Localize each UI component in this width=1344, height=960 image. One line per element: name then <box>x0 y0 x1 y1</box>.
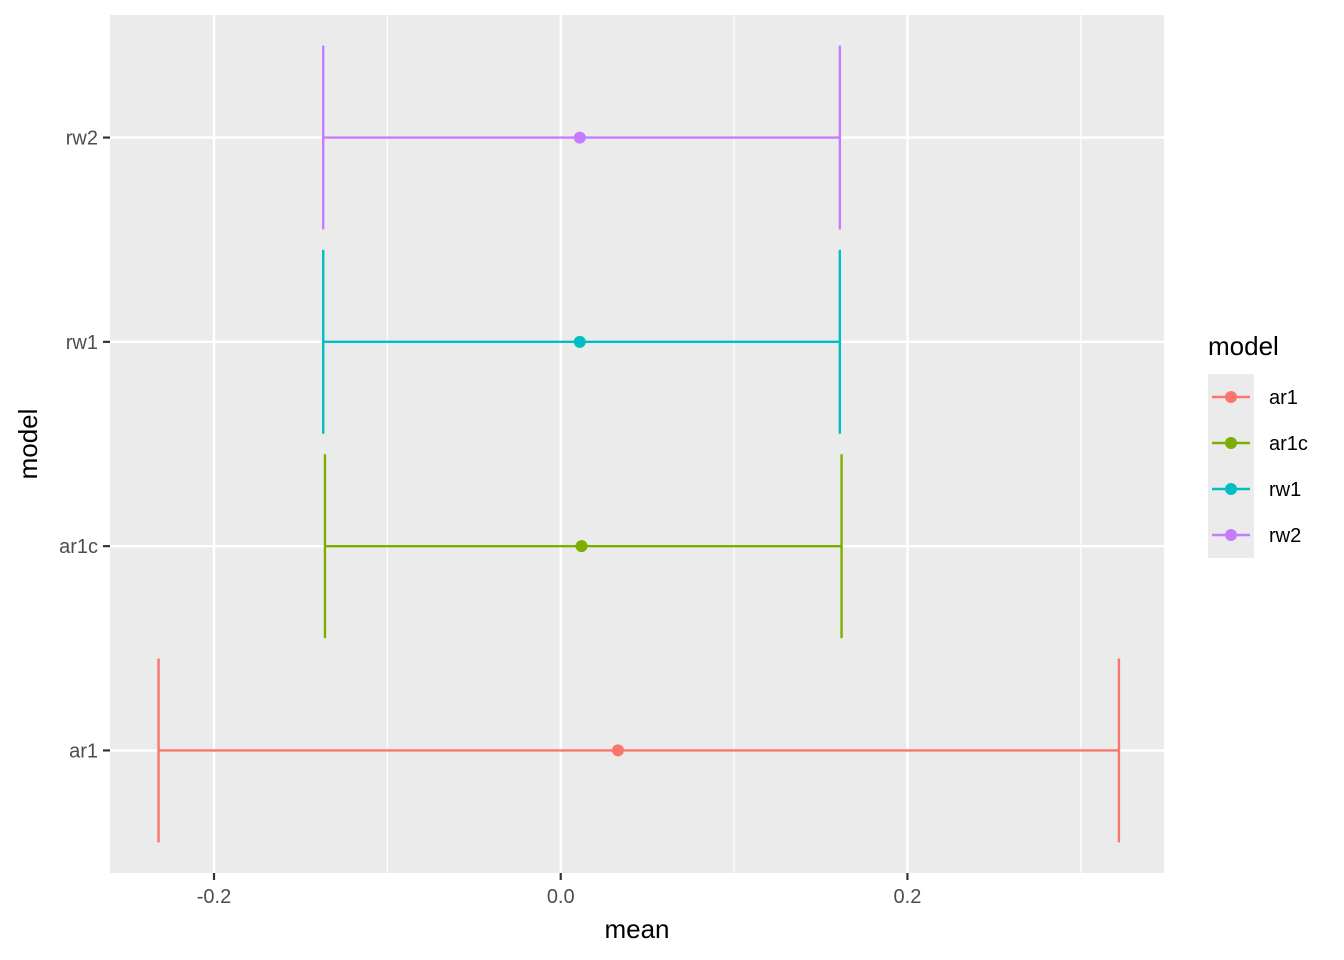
mean-point-ar1c <box>575 540 588 553</box>
x-axis: -0.2 0.0 0.2 <box>197 873 922 908</box>
x-axis-title: mean <box>604 914 669 944</box>
legend-key-background <box>1208 374 1254 558</box>
y-tick-label-ar1c: ar1c <box>59 536 98 558</box>
legend-label-ar1: ar1 <box>1269 387 1298 409</box>
legend-title: model <box>1208 331 1279 361</box>
legend-key-point-rw1 <box>1225 483 1237 495</box>
legend-item-rw1: rw1 <box>1212 479 1301 501</box>
legend-item-rw2: rw2 <box>1212 525 1301 547</box>
mean-point-rw1 <box>573 335 586 348</box>
y-axis-title: model <box>13 409 43 480</box>
x-tick-label: 0.0 <box>547 886 575 908</box>
legend-key-point-ar1c <box>1225 437 1237 449</box>
x-tick-label: 0.2 <box>894 886 922 908</box>
errorbar-ar1c <box>323 454 843 639</box>
errorbar-rw1 <box>322 249 842 434</box>
legend-label-ar1c: ar1c <box>1269 433 1308 455</box>
y-tick-label-rw1: rw1 <box>66 332 98 354</box>
errorbar-ar1 <box>157 658 1121 843</box>
mean-point-ar1 <box>611 744 624 757</box>
error-bars <box>157 45 1121 843</box>
minor-gridlines <box>386 15 1082 873</box>
legend-label-rw1: rw1 <box>1269 479 1301 501</box>
y-tick-label-ar1: ar1 <box>69 740 98 762</box>
legend-key-point-ar1 <box>1225 391 1237 403</box>
legend-key-point-rw2 <box>1225 529 1237 541</box>
legend: model ar1 ar1c rw1 rw2 <box>1208 331 1308 558</box>
mean-point-rw2 <box>573 131 586 144</box>
x-tick-label: -0.2 <box>197 886 231 908</box>
y-tick-label-rw2: rw2 <box>66 128 98 150</box>
errorbar-rw2 <box>322 45 842 230</box>
legend-item-ar1: ar1 <box>1212 387 1298 409</box>
y-axis: ar1 ar1c rw1 rw2 <box>59 128 110 762</box>
legend-label-rw2: rw2 <box>1269 525 1301 547</box>
legend-item-ar1c: ar1c <box>1212 433 1308 455</box>
plot-panel <box>110 15 1164 873</box>
